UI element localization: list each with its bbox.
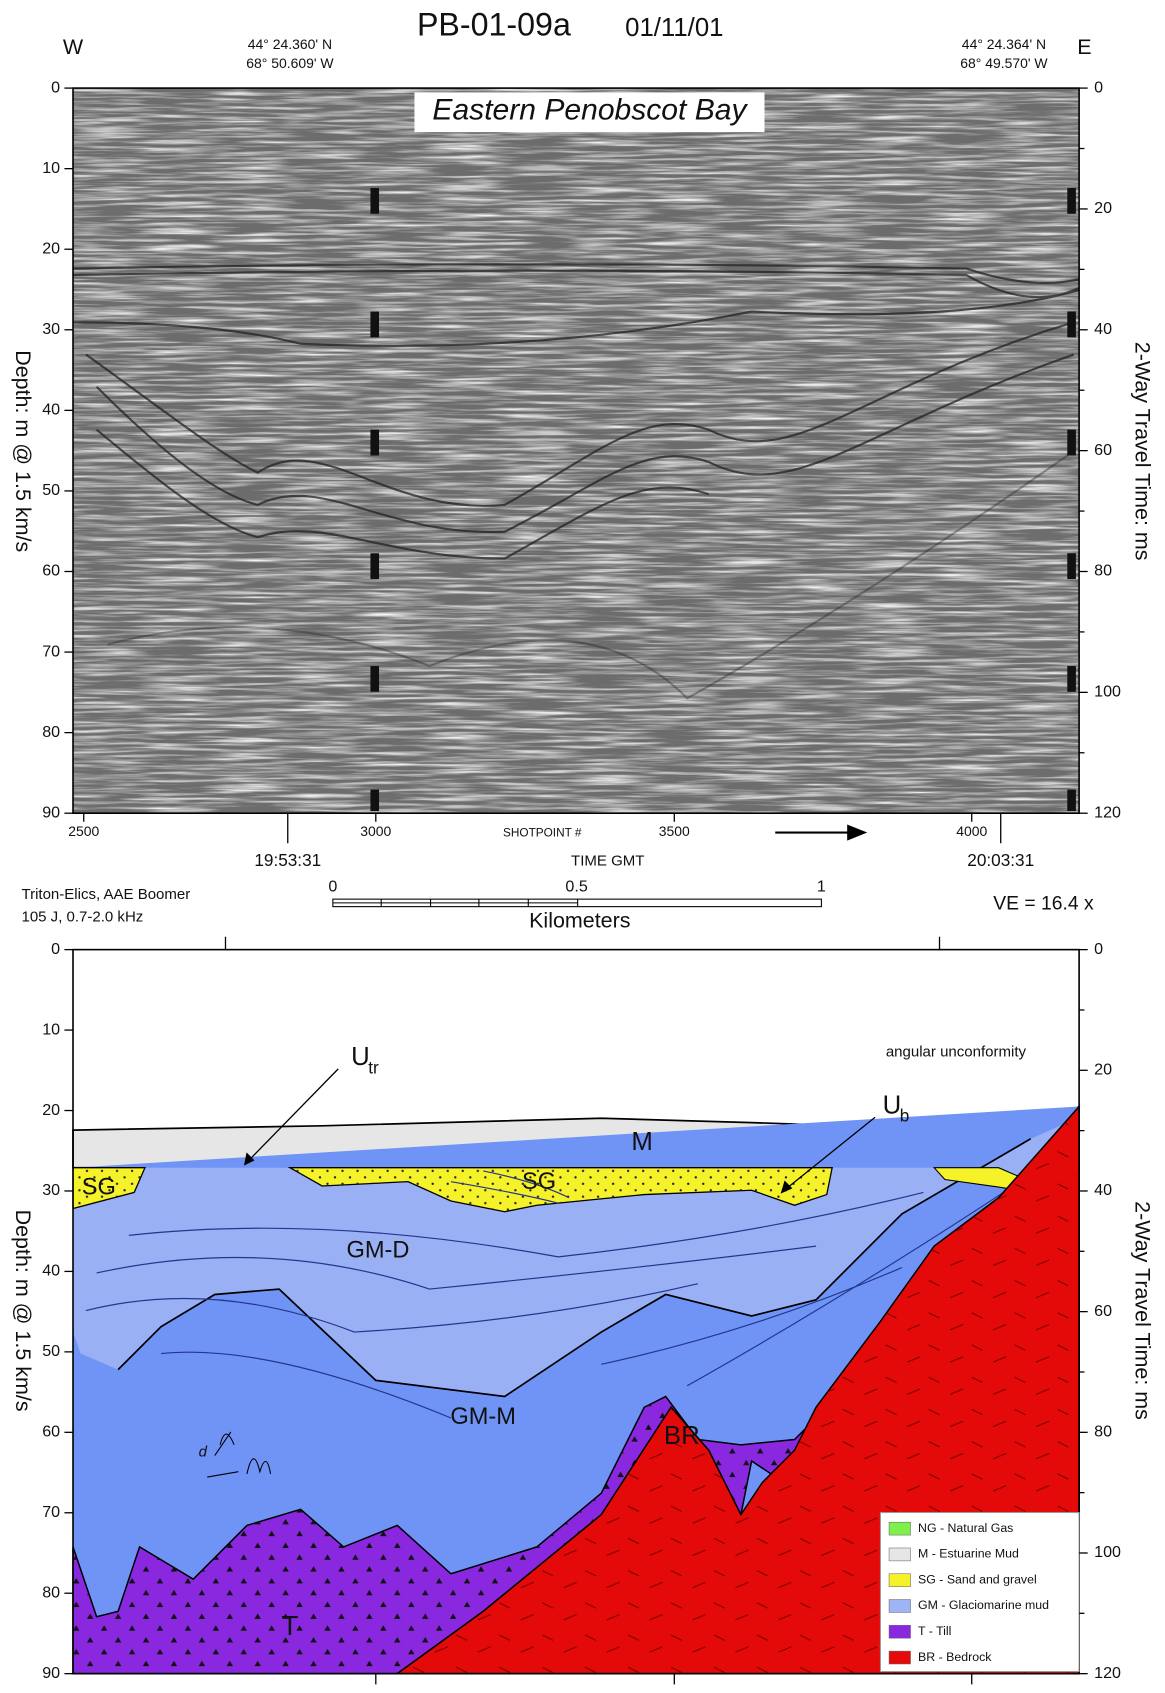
arrow — [775, 824, 868, 841]
legend-swatch — [888, 1573, 911, 1587]
y-tick-label: 0 — [51, 78, 60, 96]
scale-tick-label: 1 — [817, 878, 826, 896]
y-tick-label: 10 — [42, 1020, 60, 1038]
y-tick-label: 60 — [42, 562, 60, 580]
west: W — [63, 35, 84, 59]
y-tick-label: 30 — [42, 1181, 60, 1199]
scale-tick-label: 0.5 — [565, 878, 587, 896]
y-tick-label: 0 — [51, 940, 60, 958]
scale-tick-label: 0 — [328, 878, 337, 896]
shotpoint-label: 4000 — [956, 823, 987, 839]
y2-tick-label: 60 — [1094, 1302, 1112, 1320]
unit-label: SG — [82, 1174, 116, 1200]
y2-tick-label: 40 — [1094, 320, 1112, 338]
coord: 68° 49.570' W — [960, 55, 1048, 71]
legend-swatch — [888, 1599, 911, 1613]
east: E — [1077, 35, 1091, 59]
y-tick-label: 30 — [42, 320, 60, 338]
legend-swatch — [888, 1650, 911, 1665]
source: 105 J, 0.7-2.0 kHz — [21, 908, 143, 925]
y-tick-label: 70 — [42, 642, 60, 660]
y-tick-label: 70 — [42, 1503, 60, 1521]
legend-label: NG - Natural Gas — [918, 1521, 1013, 1535]
y-tick-label: 20 — [42, 239, 60, 257]
y2-tick-label: 0 — [1094, 78, 1103, 96]
time-label: 19:53:31 — [254, 850, 321, 870]
annotation: angular unconformity — [886, 1044, 1027, 1061]
unit-label: GM-D — [346, 1238, 409, 1264]
profile-label: Eastern Penobscot Bay — [432, 94, 748, 127]
y2-tick-label: 20 — [1094, 1061, 1112, 1079]
time-label: 20:03:31 — [967, 850, 1034, 870]
unit-label: U — [351, 1043, 370, 1071]
unit-label: BR — [664, 1422, 700, 1450]
y-tick-label: 50 — [42, 1342, 60, 1360]
unit-label: GM-M — [450, 1404, 516, 1430]
coord: 68° 50.609' W — [246, 55, 334, 71]
shotpoint-label: SHOTPOINT # — [503, 826, 582, 840]
seismic-image — [73, 88, 1080, 814]
y2-tick-label: 120 — [1094, 803, 1121, 821]
y2-axis-label: 2-Way Travel Time: ms — [1131, 1201, 1155, 1420]
y-tick-label: 40 — [42, 1262, 60, 1280]
y-tick-label: 90 — [42, 1664, 60, 1682]
coord: 44° 24.364' N — [962, 36, 1046, 52]
unit-label: SG — [522, 1169, 556, 1195]
y-tick-label: 60 — [42, 1423, 60, 1441]
coord: 44° 24.360' N — [248, 36, 332, 52]
unit-label: T — [281, 1610, 298, 1641]
y2-tick-label: 0 — [1094, 940, 1103, 958]
legend — [879, 1511, 1080, 1673]
time-label: TIME GMT — [571, 853, 644, 870]
unit-labels: U tr U b angular unconformity M SG SG GM… — [82, 1043, 1027, 1641]
source: Triton-Elics, AAE Boomer — [21, 886, 190, 903]
legend-label: T - Till — [918, 1624, 951, 1638]
legend-swatch — [888, 1625, 911, 1639]
y-axis-label: Depth: m @ 1.5 km/s — [11, 1210, 35, 1412]
unit-label: U — [883, 1091, 902, 1119]
fixed-ticks — [83, 813, 1002, 1685]
date: 01/11/01 — [625, 14, 723, 42]
scale-bar — [332, 898, 822, 908]
y2-tick-label: 60 — [1094, 441, 1112, 459]
y-tick-label: 40 — [42, 401, 60, 419]
y2-tick-label: 20 — [1094, 199, 1112, 217]
y-tick-label: 80 — [42, 723, 60, 741]
legend-swatch — [888, 1547, 911, 1562]
y2-tick-label: 80 — [1094, 1423, 1112, 1441]
legend-label: M - Estuarine Mud — [918, 1547, 1019, 1561]
y-tick-label: 20 — [42, 1101, 60, 1119]
shotpoint-label: 3000 — [360, 823, 391, 839]
y2-tick-label: 40 — [1094, 1181, 1112, 1199]
unit-label: tr — [368, 1057, 379, 1077]
legend-label: GM - Glaciomarine mud — [918, 1598, 1049, 1612]
shotpoint-label: 3500 — [659, 823, 690, 839]
y2-tick-label: 100 — [1094, 1543, 1121, 1561]
legend-label: SG - Sand and gravel — [918, 1572, 1037, 1586]
unit-label: M — [631, 1128, 652, 1156]
y-tick-label: 50 — [42, 481, 60, 499]
vertical-exaggeration: VE = 16.4 x — [993, 894, 1094, 915]
y-tick-label: 10 — [42, 159, 60, 177]
y2-tick-label: 100 — [1094, 683, 1121, 701]
unit-label: b — [900, 1106, 910, 1126]
y-tick-label: 90 — [42, 803, 60, 821]
scale-unit: Kilometers — [529, 908, 630, 932]
legend-swatch — [888, 1521, 911, 1536]
annotation: d — [199, 1443, 208, 1460]
y-axis-label: Depth: m @ 1.5 km/s — [11, 350, 35, 552]
y-tick-label: 80 — [42, 1583, 60, 1601]
shotpoint-label: 2500 — [68, 823, 99, 839]
label-box — [414, 92, 765, 133]
y2-axis-label: 2-Way Travel Time: ms — [1131, 342, 1155, 561]
title: PB-01-09a — [417, 6, 571, 42]
y2-tick-label: 80 — [1094, 562, 1112, 580]
legend-label: BR - Bedrock — [918, 1650, 992, 1664]
y2-tick-label: 120 — [1094, 1664, 1121, 1682]
